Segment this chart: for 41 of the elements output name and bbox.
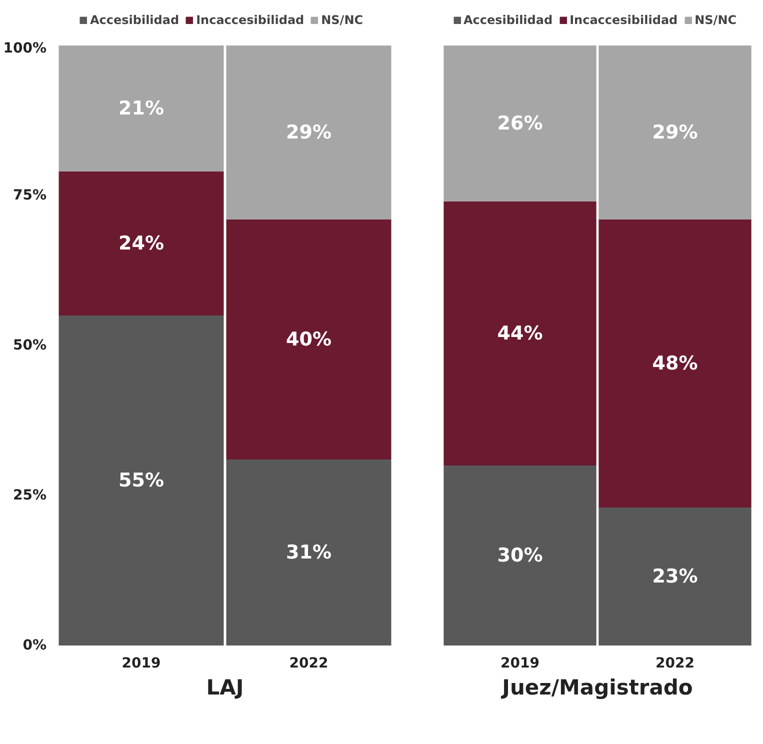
data-label: 55% (118, 470, 164, 492)
data-label: 29% (652, 122, 698, 144)
y-tick-label: 0% (22, 638, 47, 654)
x-tick-label: 2022 (656, 656, 694, 672)
legend-label: Accesibilidad (90, 13, 180, 27)
bar (58, 46, 224, 172)
y-tick-label: 25% (12, 488, 47, 504)
bar (58, 316, 224, 646)
legend-label: Accesibilidad (463, 13, 553, 27)
bar (226, 220, 392, 460)
data-label: 26% (497, 112, 543, 134)
legend-label: NS/NC (321, 13, 364, 27)
x-tick-label: 2019 (500, 656, 540, 672)
bar (444, 46, 596, 202)
x-tick-label: 2019 (122, 656, 161, 672)
data-label: 29% (286, 122, 332, 144)
x-axis-title: Juez/Magistrado (500, 676, 693, 700)
data-label: 24% (118, 232, 164, 254)
data-label: 40% (286, 328, 332, 350)
bar (58, 172, 224, 316)
data-label: 30% (497, 544, 543, 566)
data-label: 21% (118, 98, 164, 120)
bar (226, 460, 392, 646)
bar (226, 46, 392, 220)
x-tick-label: 2022 (289, 656, 328, 672)
x-axis-title: LAJ (206, 676, 244, 700)
y-tick-label: 50% (12, 338, 47, 354)
data-label: 48% (652, 352, 698, 374)
legend-label: Incaccesibilidad (570, 13, 678, 27)
y-tick-label: 75% (12, 188, 47, 204)
bar (598, 46, 752, 220)
y-tick-label: 100% (3, 40, 47, 56)
data-label: 31% (286, 542, 332, 564)
data-label: 44% (497, 322, 543, 344)
legend-label: Incaccesibilidad (196, 13, 304, 27)
bar (444, 466, 596, 646)
bar (598, 220, 752, 508)
legend-label: NS/NC (694, 13, 737, 27)
bar (444, 202, 596, 466)
bar (598, 508, 752, 646)
data-label: 23% (652, 566, 698, 588)
